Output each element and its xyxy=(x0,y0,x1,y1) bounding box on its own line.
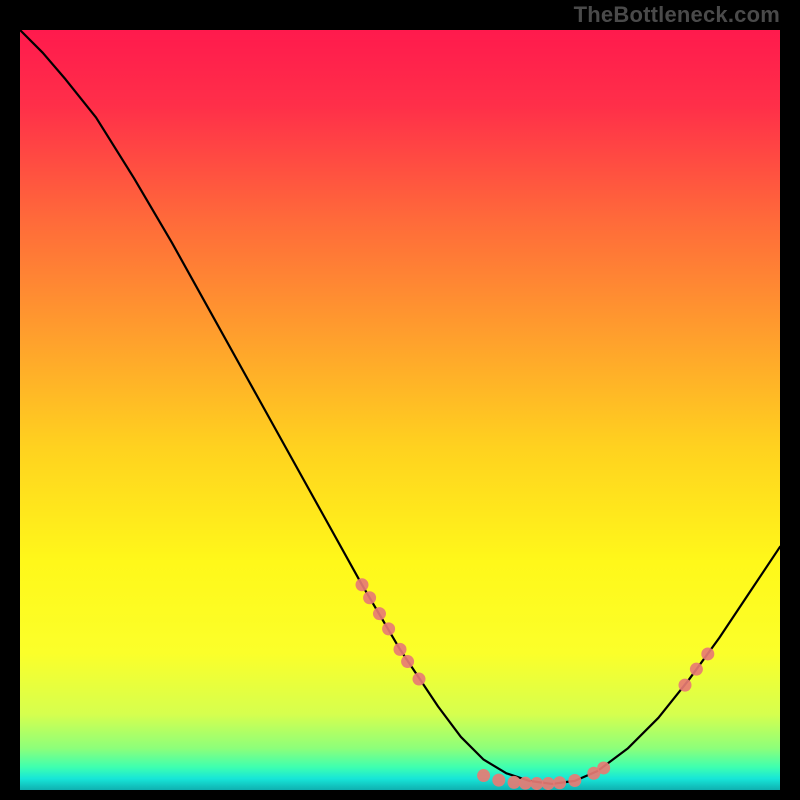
data-point-marker xyxy=(597,761,610,774)
data-point-marker xyxy=(530,777,543,790)
chart-plot-area xyxy=(20,30,780,790)
data-point-marker xyxy=(394,643,407,656)
data-point-marker xyxy=(401,655,414,668)
data-point-marker xyxy=(492,774,505,787)
gradient-background xyxy=(20,30,780,790)
data-point-marker xyxy=(519,777,532,790)
data-point-marker xyxy=(373,607,386,620)
data-point-marker xyxy=(363,591,376,604)
data-point-marker xyxy=(356,578,369,591)
data-point-marker xyxy=(690,663,703,676)
data-point-marker xyxy=(679,679,692,692)
watermark-text: TheBottleneck.com xyxy=(574,2,780,28)
data-point-marker xyxy=(553,776,566,789)
data-point-marker xyxy=(568,774,581,787)
chart-svg xyxy=(20,30,780,790)
data-point-marker xyxy=(701,647,714,660)
data-point-marker xyxy=(413,673,426,686)
data-point-marker xyxy=(508,776,521,789)
data-point-marker xyxy=(542,777,555,790)
data-point-marker xyxy=(382,622,395,635)
data-point-marker xyxy=(477,769,490,782)
